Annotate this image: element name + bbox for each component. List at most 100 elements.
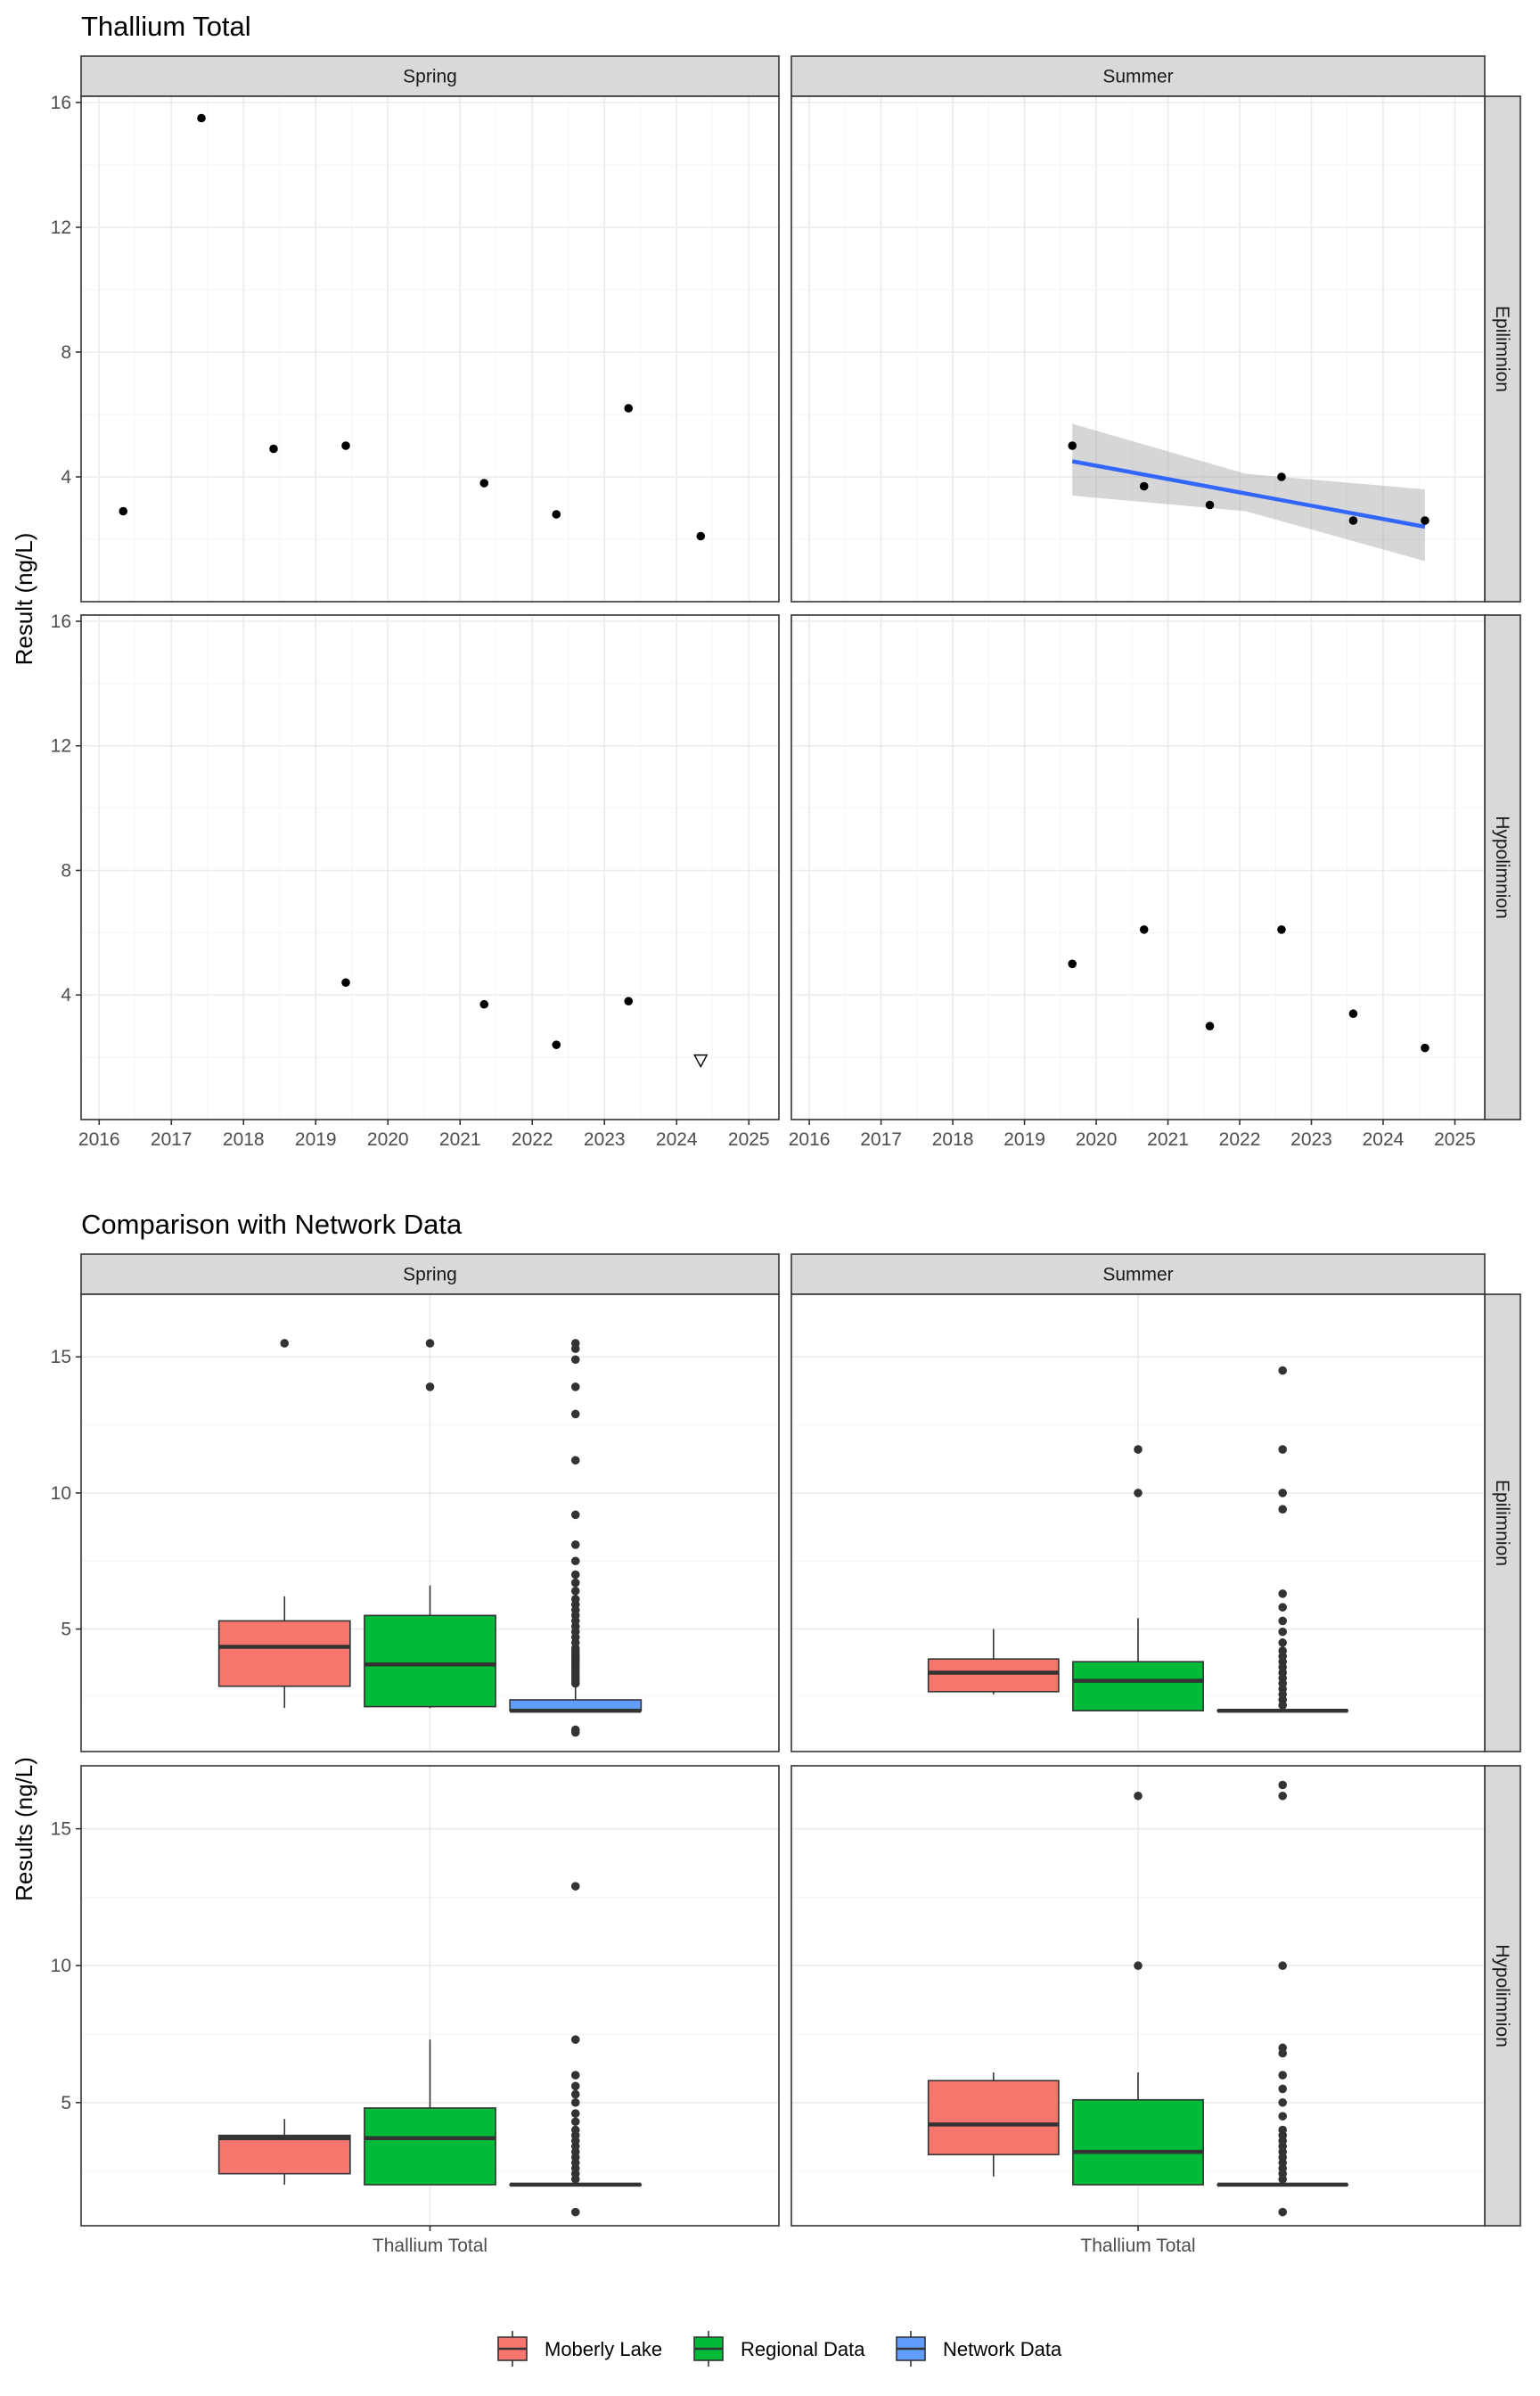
y-axis-label: Result (ng/L)	[11, 533, 37, 666]
data-point	[1139, 925, 1149, 934]
outlier-point	[425, 1383, 435, 1391]
data-point	[552, 510, 561, 519]
y-tick-label: 16	[51, 611, 71, 632]
outlier-point	[570, 2097, 580, 2107]
legend-item-network-data: Network Data	[896, 2331, 1062, 2367]
box-regional-data	[1072, 1791, 1204, 2186]
panel-summer-hypolimnion: 2016 2017 2018 2019 2020 2021 2022 2023 2024 2025	[789, 614, 1486, 1150]
x-tick-label: 2016	[789, 1129, 831, 1150]
outlier-point	[1278, 1603, 1288, 1612]
data-point	[197, 113, 206, 123]
panel-spring-hypolimnion: 4 8 12 16 2016 2017 2018 2019 2020 2021 2022 2023 20…	[51, 611, 780, 1150]
data-point	[624, 404, 634, 413]
panel-background	[81, 615, 779, 1120]
outlier-point	[1278, 2043, 1288, 2053]
outlier-point	[1278, 1638, 1288, 1647]
outlier-point	[570, 1540, 580, 1549]
outlier-point	[570, 2089, 580, 2099]
outlier-point	[570, 1882, 580, 1891]
outlier-point	[570, 1456, 580, 1465]
data-point	[696, 531, 706, 541]
outlier-point	[570, 2207, 580, 2217]
box-regional-data	[364, 2039, 496, 2186]
outlier-point	[1278, 1616, 1288, 1626]
outlier-point	[1278, 2125, 1288, 2135]
outlier-point	[1278, 2112, 1288, 2121]
outlier-point	[1278, 1791, 1288, 1801]
x-tick-label: 2017	[151, 1129, 192, 1150]
strip-label-spring: Spring	[403, 67, 457, 87]
box-body	[217, 1620, 351, 1687]
legend-label: Regional Data	[741, 2338, 865, 2360]
legend-item-moberly-lake: Moberly Lake	[497, 2331, 662, 2367]
y-tick-label: 10	[51, 1956, 71, 1976]
box-network-data	[509, 1339, 643, 1737]
panel-spring-hypolimnion: 5 10 15 Thallium Total	[51, 1765, 780, 2256]
data-point	[119, 506, 128, 516]
box-body	[364, 1614, 496, 1708]
outlier-point	[570, 1510, 580, 1520]
outlier-point	[1278, 1646, 1288, 1655]
legend-label: Moberly Lake	[545, 2338, 662, 2360]
x-tick-label: 2022	[1219, 1129, 1261, 1150]
data-point	[1421, 1043, 1429, 1053]
x-tick-label: 2024	[656, 1129, 698, 1150]
outlier-point	[1278, 2207, 1288, 2217]
trend-line	[1071, 459, 1426, 529]
strip-column-summer	[790, 55, 1486, 97]
outlier-point	[570, 2109, 580, 2118]
legend: Moberly Lake Regional Data Network Data	[497, 2331, 1062, 2367]
outlier-point	[570, 2071, 580, 2080]
y-tick-label: 12	[51, 217, 71, 238]
y-tick-label: 15	[51, 1347, 71, 1367]
data-point	[479, 479, 489, 488]
panel-border	[790, 1293, 1486, 1752]
y-tick-label: 12	[51, 736, 71, 757]
box-body	[217, 2134, 351, 2175]
y-tick-label: 5	[61, 1620, 71, 1640]
x-tick-label: 2020	[367, 1129, 409, 1150]
chart-title: Comparison with Network Data	[81, 1209, 463, 1240]
x-tick-label: 2019	[1003, 1129, 1045, 1150]
panel-summer-epilimnion	[790, 1293, 1486, 1752]
data-point	[1205, 1022, 1215, 1030]
box-body	[927, 1658, 1060, 1693]
outlier-point	[570, 1339, 580, 1348]
x-tick-label: 2025	[1434, 1129, 1476, 1150]
x-tick-label: 2018	[932, 1129, 974, 1150]
thallium-total-chart: Thallium Total Result (ng/L) Spring Summe…	[11, 11, 1521, 1150]
box-body	[1072, 1661, 1204, 1711]
panel-border	[80, 95, 780, 603]
data-point	[624, 997, 634, 1006]
x-tick-label: 2017	[860, 1129, 902, 1150]
data-point	[269, 444, 278, 454]
panel-summer-epilimnion	[790, 95, 1486, 603]
outlier-point	[570, 1355, 580, 1365]
data-point-censored	[693, 1054, 709, 1069]
box-moberly-lake	[217, 2119, 351, 2185]
box-body	[364, 2107, 496, 2186]
strip-label-epilimnion: Epilimnion	[1492, 1480, 1512, 1566]
data-point	[1421, 516, 1429, 525]
box-body	[927, 2080, 1060, 2155]
panel-border	[80, 1293, 780, 1752]
outlier-point	[570, 2125, 580, 2135]
data-point	[1139, 481, 1149, 491]
x-tick-label: 2016	[78, 1129, 120, 1150]
outlier-point	[1278, 1366, 1288, 1375]
outlier-point	[1134, 1961, 1143, 1971]
legend-item-regional-data: Regional Data	[693, 2331, 865, 2367]
y-tick-label: 16	[51, 93, 71, 113]
data-point	[1277, 925, 1286, 934]
box-moberly-lake	[927, 2072, 1060, 2177]
strip-label-epilimnion: Epilimnion	[1492, 306, 1512, 392]
data-point	[479, 999, 489, 1009]
outlier-point	[570, 1725, 580, 1735]
outlier-point	[570, 2035, 580, 2044]
outlier-point	[280, 1339, 290, 1348]
outlier-point	[570, 1556, 580, 1566]
y-tick-label: 8	[61, 342, 71, 363]
box-network-data	[1216, 1366, 1349, 1713]
box-moberly-lake	[927, 1629, 1060, 1694]
x-tick-label: 2021	[1147, 1129, 1189, 1150]
